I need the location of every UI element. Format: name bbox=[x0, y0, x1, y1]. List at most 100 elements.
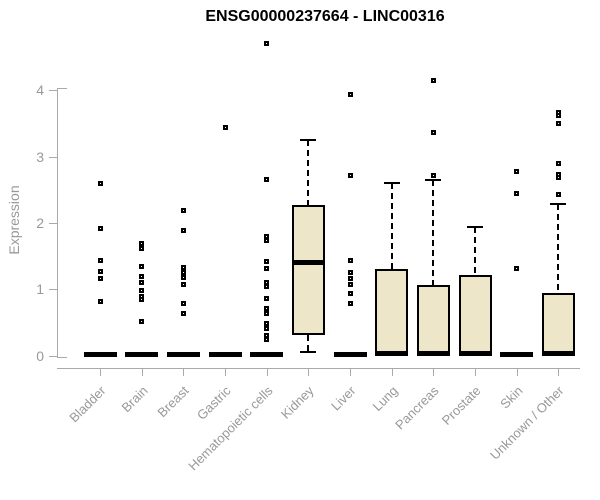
outlier-point bbox=[180, 264, 186, 270]
collapsed-box-bar bbox=[166, 351, 200, 357]
outlier-point bbox=[97, 225, 103, 231]
outlier-point bbox=[264, 41, 270, 47]
x-tick bbox=[266, 368, 268, 376]
outlier-point bbox=[264, 320, 270, 326]
outlier-point bbox=[97, 268, 103, 274]
x-tick bbox=[141, 368, 143, 376]
collapsed-box-bar bbox=[333, 351, 367, 357]
outlier-point bbox=[264, 306, 270, 312]
outlier-point bbox=[347, 270, 353, 276]
outlier-point bbox=[97, 299, 103, 305]
y-tick-label: 4 bbox=[36, 82, 44, 99]
boxplot-box bbox=[541, 292, 575, 356]
outlier-point bbox=[180, 310, 186, 316]
y-axis-endcap bbox=[57, 356, 67, 358]
collapsed-box-bar bbox=[250, 351, 284, 357]
collapsed-box-bar bbox=[83, 351, 117, 357]
x-axis-line bbox=[57, 368, 580, 369]
outlier-point bbox=[514, 265, 520, 271]
boxplot-box bbox=[291, 205, 325, 336]
boxplot-box bbox=[458, 275, 492, 356]
x-tick bbox=[183, 368, 185, 376]
whisker-cap bbox=[425, 178, 442, 181]
whisker-line bbox=[557, 204, 560, 293]
x-tick bbox=[516, 368, 518, 376]
outlier-point bbox=[264, 177, 270, 183]
outlier-point bbox=[180, 227, 186, 233]
median-line bbox=[375, 350, 409, 356]
outlier-point bbox=[97, 257, 103, 263]
outlier-point bbox=[555, 120, 561, 126]
y-axis-endcap bbox=[57, 88, 67, 90]
y-tick bbox=[49, 355, 57, 357]
outlier-point bbox=[264, 238, 270, 244]
outlier-point bbox=[222, 124, 228, 130]
outlier-point bbox=[430, 78, 436, 84]
outlier-point bbox=[264, 265, 270, 271]
x-tick bbox=[100, 368, 101, 376]
median-line bbox=[458, 350, 492, 356]
whisker-line bbox=[390, 183, 393, 270]
outlier-point bbox=[264, 284, 270, 290]
outlier-point bbox=[139, 297, 145, 303]
outlier-point bbox=[555, 112, 561, 118]
outlier-point bbox=[264, 326, 270, 331]
outlier-point bbox=[180, 281, 186, 287]
whisker-cap bbox=[383, 182, 400, 185]
collapsed-box-bar bbox=[500, 351, 534, 357]
outlier-point bbox=[180, 274, 186, 280]
outlier-point bbox=[97, 275, 103, 281]
outlier-point bbox=[347, 275, 353, 281]
outlier-point bbox=[139, 287, 145, 293]
outlier-point bbox=[347, 290, 353, 296]
outlier-point bbox=[555, 191, 561, 197]
whisker-line bbox=[307, 335, 310, 353]
y-tick bbox=[49, 90, 57, 92]
collapsed-box-bar bbox=[208, 351, 242, 357]
outlier-point bbox=[139, 264, 145, 270]
outlier-point bbox=[514, 190, 520, 196]
whisker-line bbox=[432, 179, 435, 286]
outlier-point bbox=[139, 319, 145, 325]
boxplot-box bbox=[375, 269, 409, 356]
outlier-point bbox=[347, 258, 353, 264]
y-tick bbox=[49, 222, 57, 224]
outlier-point bbox=[139, 241, 145, 246]
whisker-cap bbox=[467, 225, 483, 228]
y-tick-label: 2 bbox=[36, 214, 44, 231]
whisker-line bbox=[474, 226, 476, 276]
collapsed-box-bar bbox=[125, 351, 159, 357]
outlier-point bbox=[139, 279, 145, 285]
outlier-point bbox=[347, 281, 353, 287]
median-line bbox=[291, 260, 325, 266]
y-tick-label: 1 bbox=[36, 281, 44, 298]
whisker-line bbox=[307, 139, 310, 205]
y-axis-line bbox=[57, 88, 58, 358]
x-tick bbox=[391, 368, 393, 376]
outlier-point bbox=[514, 168, 520, 174]
x-tick bbox=[225, 368, 226, 376]
x-tick bbox=[475, 368, 476, 376]
outlier-point bbox=[347, 300, 353, 306]
x-tick bbox=[433, 368, 435, 376]
outlier-point bbox=[555, 174, 561, 180]
outlier-point bbox=[430, 173, 436, 179]
outlier-point bbox=[139, 245, 145, 251]
y-tick-label: 0 bbox=[36, 347, 44, 364]
outlier-point bbox=[139, 274, 145, 280]
outlier-point bbox=[180, 208, 186, 214]
y-tick bbox=[49, 156, 57, 158]
outlier-point bbox=[264, 310, 270, 316]
outlier-point bbox=[347, 173, 353, 179]
chart-title: ENSG00000237664 - LINC00316 bbox=[205, 8, 445, 25]
boxplot-box bbox=[416, 285, 450, 356]
outlier-point bbox=[180, 269, 186, 275]
whisker-cap bbox=[300, 351, 317, 354]
outlier-point bbox=[264, 332, 270, 338]
x-tick bbox=[350, 368, 351, 376]
outlier-point bbox=[347, 91, 353, 97]
outlier-point bbox=[555, 160, 561, 166]
median-line bbox=[541, 350, 575, 356]
outlier-point bbox=[180, 300, 186, 306]
